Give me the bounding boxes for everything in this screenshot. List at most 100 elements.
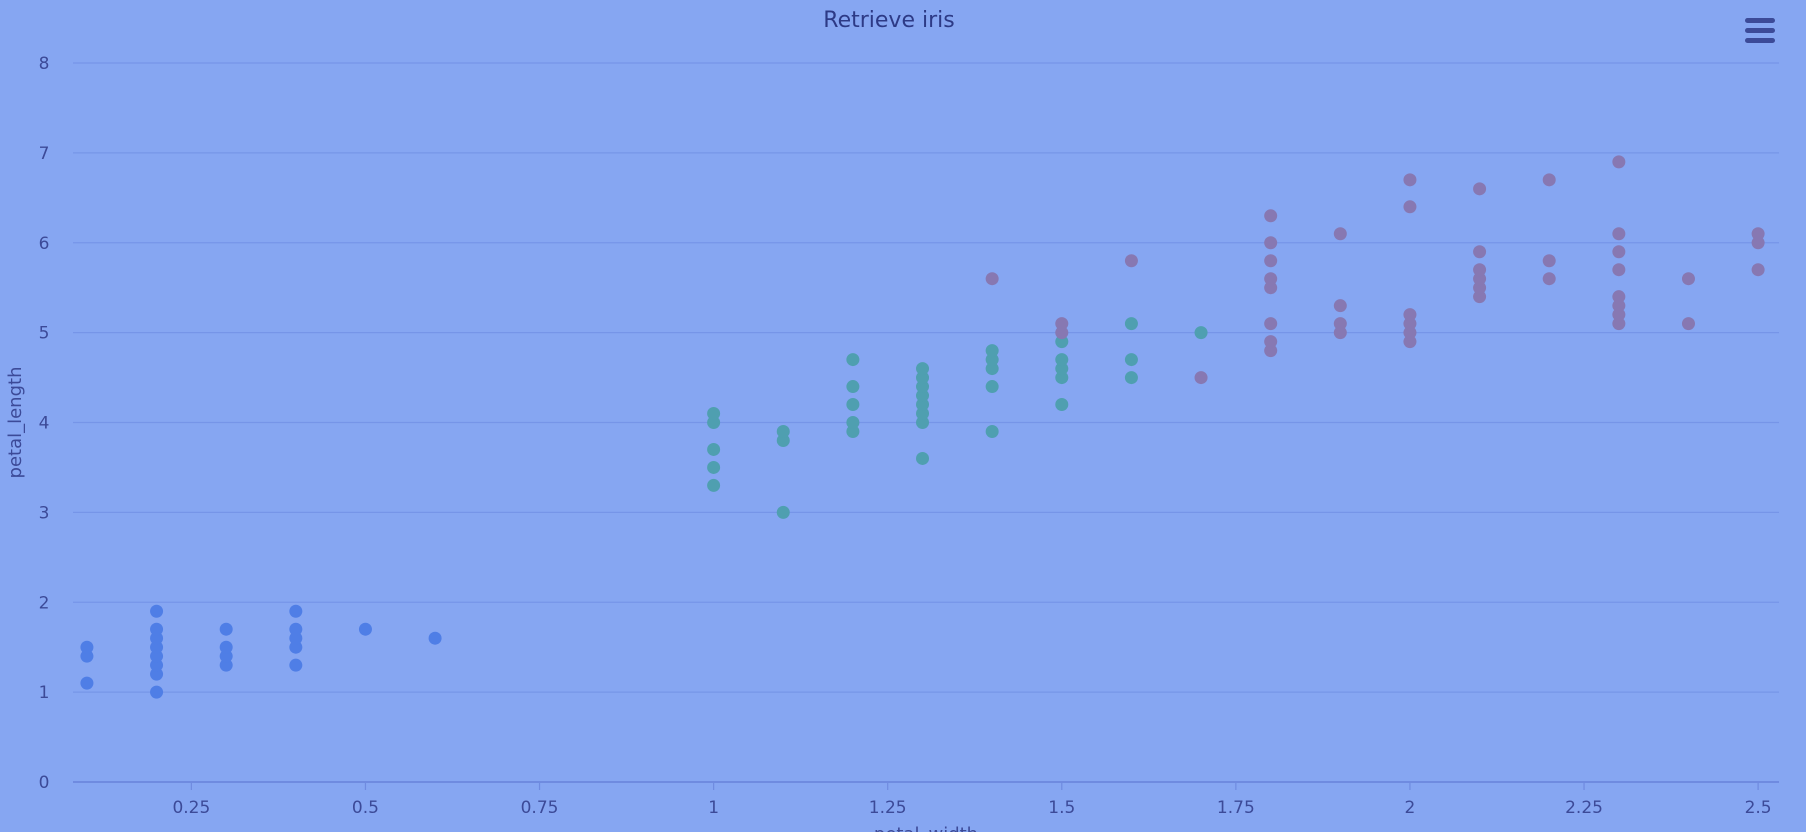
hamburger-icon-bar [1745,18,1775,23]
x-axis-ticks: 0.25 0.5 0.75 1 1.25 1.5 1.75 2 2.25 2.5 [172,782,1772,818]
data-point [219,649,233,663]
data-point [985,344,999,358]
y-tick-label: 7 [39,144,50,164]
data-point [1264,344,1278,358]
data-point [707,416,721,429]
data-point [1403,326,1417,340]
data-point [985,272,999,286]
data-point [985,424,999,438]
data-point [1403,200,1417,214]
data-point [219,640,233,654]
data-point [916,451,930,465]
data-point [846,353,860,367]
data-point [1542,173,1556,187]
data-point [1403,335,1417,349]
data-point [1055,371,1069,385]
data-point [1333,227,1347,241]
data-point [1681,317,1695,331]
x-tick-label: 2.5 [1745,798,1772,818]
data-point [150,640,164,654]
y-tick-label: 5 [39,324,50,344]
data-point [1542,272,1556,286]
data-point [1055,353,1069,367]
data-point [776,424,790,438]
x-tick-label: 1 [708,798,719,818]
data-point [776,433,790,447]
data-point [1751,236,1765,250]
y-tick-label: 0 [39,773,50,793]
data-point [1473,290,1487,304]
hamburger-icon-bar [1745,28,1775,33]
data-point [1264,209,1278,223]
data-point [1751,263,1765,277]
data-point [1124,353,1138,367]
data-point [916,389,930,403]
data-point [1264,335,1278,349]
data-point [1194,326,1208,340]
data-point [916,362,930,376]
data-point [1542,254,1556,268]
x-tick-label: 2 [1405,798,1416,818]
data-point [428,631,442,645]
data-point [1403,173,1417,187]
data-point [150,649,164,663]
data-point [1055,317,1069,331]
data-point [1124,371,1138,385]
data-point [1612,227,1626,241]
data-point [1612,245,1626,259]
chart-menu-button[interactable] [1745,18,1775,44]
data-point [985,353,999,367]
data-point [1264,317,1278,331]
data-point [846,398,860,412]
data-point [1612,155,1626,169]
data-point [80,649,94,663]
data-point [1055,326,1069,340]
data-point [1612,290,1626,304]
data-point [1333,326,1347,340]
data-point [1473,245,1487,259]
y-tick-label: 8 [39,54,50,74]
data-point [1124,254,1138,268]
x-tick-label: 1.5 [1048,798,1075,818]
data-point [916,398,930,412]
data-point [150,667,164,681]
data-point [1473,281,1487,295]
y-tick-label: 3 [39,503,50,523]
data-point [1612,317,1626,331]
data-point [776,505,790,519]
hamburger-icon-bar [1745,38,1775,43]
data-point [289,640,303,654]
data-point [1681,272,1695,286]
data-point [1264,254,1278,268]
data-point [1612,308,1626,322]
data-point [150,685,164,699]
data-point [1055,362,1069,376]
data-point [846,424,860,438]
data-point [985,362,999,376]
x-tick-label: 1.25 [869,798,907,818]
data-point [150,604,164,618]
x-tick-label: 0.75 [521,798,559,818]
y-tick-label: 2 [39,593,50,613]
data-point [1055,398,1069,412]
data-point [150,631,164,645]
data-point [1403,308,1417,322]
data-point [916,416,930,429]
data-point [1264,272,1278,286]
data-point [1194,371,1208,385]
data-point [1333,299,1347,313]
data-point [80,640,94,654]
data-point [1473,263,1487,277]
data-point [1264,281,1278,295]
data-point [289,658,303,672]
data-point [289,604,303,618]
x-tick-label: 1.75 [1217,798,1255,818]
data-point [358,622,372,636]
data-point [916,371,930,385]
data-point [80,676,94,690]
data-point [846,416,860,429]
data-point [707,478,721,492]
data-point [1055,335,1069,349]
data-point [1473,182,1487,196]
